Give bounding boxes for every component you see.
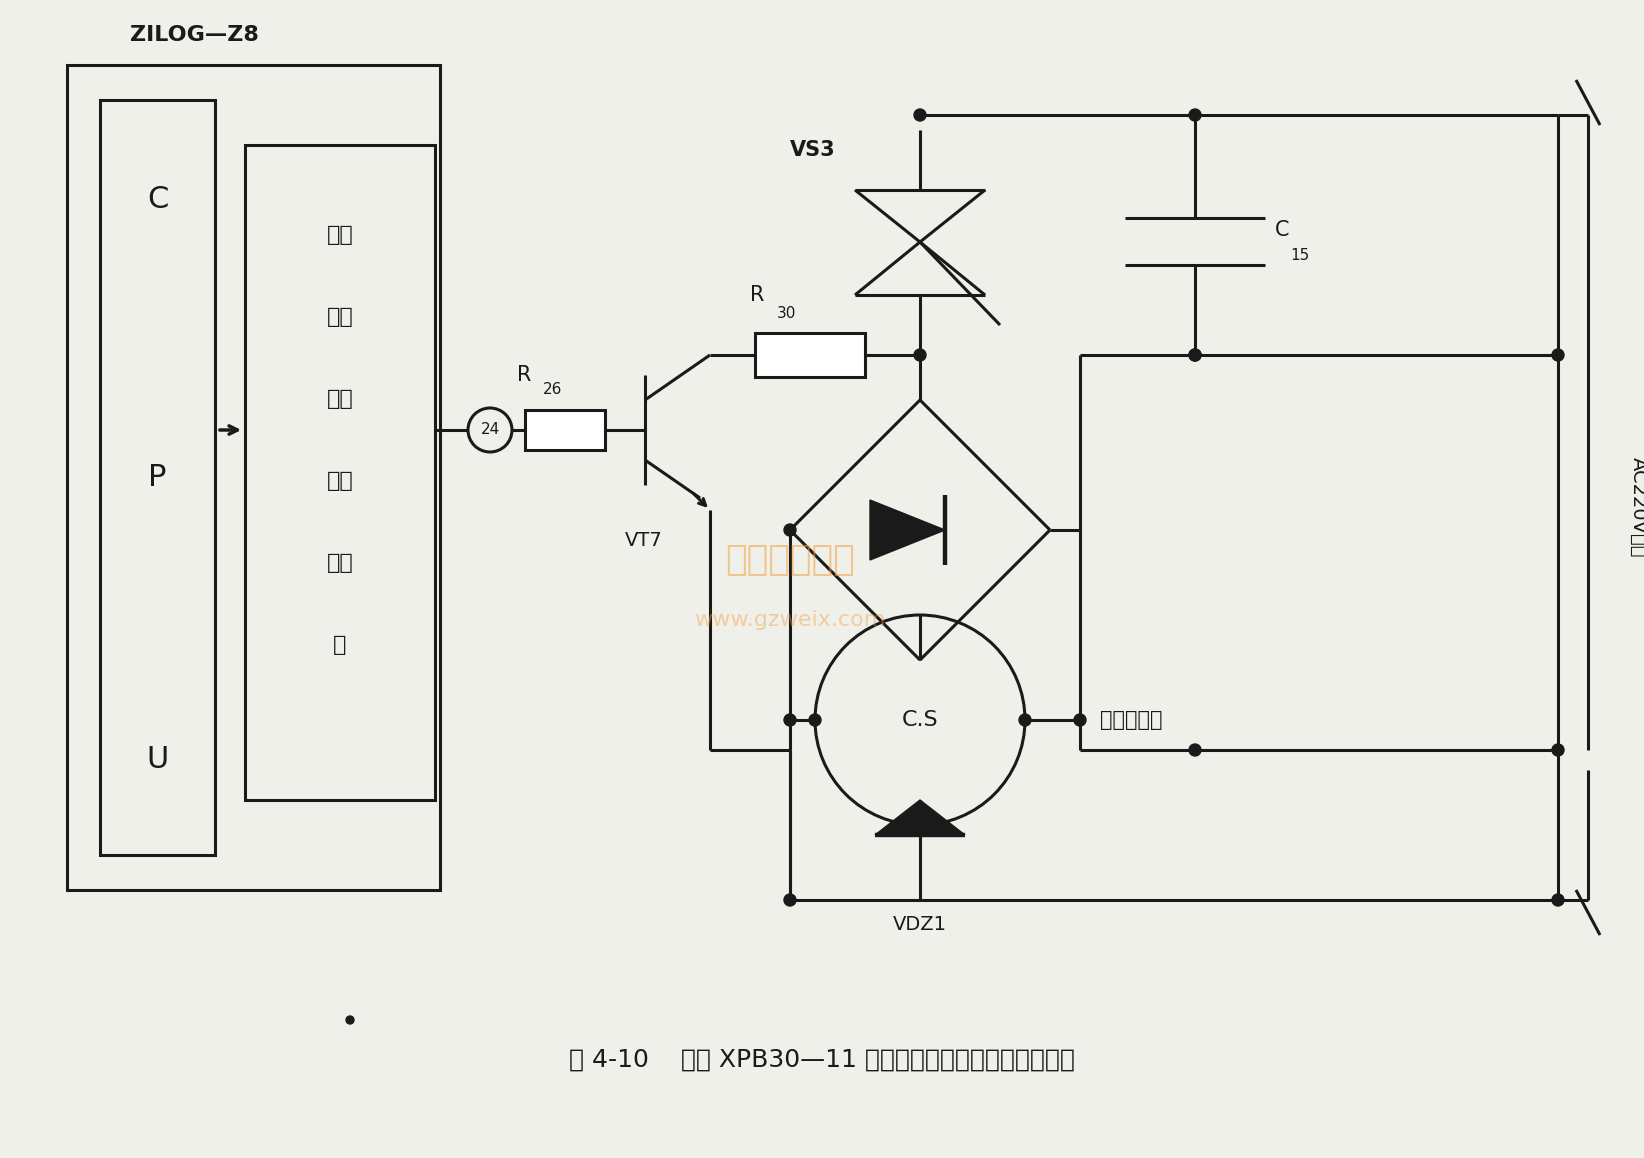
Text: 15: 15	[1291, 248, 1309, 263]
Circle shape	[784, 525, 796, 536]
Text: C: C	[1276, 220, 1289, 240]
Circle shape	[784, 894, 796, 906]
Circle shape	[1074, 714, 1087, 726]
Text: 制电: 制电	[327, 554, 353, 573]
Bar	[524, 410, 605, 450]
Circle shape	[914, 109, 926, 120]
Text: U: U	[146, 746, 169, 775]
Text: R: R	[750, 285, 764, 305]
Circle shape	[1189, 743, 1202, 756]
Bar	[67, 65, 441, 891]
Text: P: P	[148, 463, 166, 492]
Polygon shape	[870, 500, 945, 560]
Text: 26: 26	[543, 382, 562, 397]
Text: 排水电磁阀: 排水电磁阀	[1100, 710, 1162, 730]
Bar	[100, 100, 215, 855]
Circle shape	[1552, 349, 1563, 361]
Circle shape	[914, 349, 926, 361]
Text: 电磁: 电磁	[327, 307, 353, 327]
Polygon shape	[875, 800, 965, 835]
Text: 路: 路	[334, 635, 347, 655]
Text: VT7: VT7	[625, 530, 663, 550]
Circle shape	[1189, 349, 1202, 361]
Text: C.S: C.S	[901, 710, 939, 730]
Text: 精通维修下载: 精通维修下载	[725, 543, 855, 577]
Text: ZILOG—Z8: ZILOG—Z8	[130, 25, 258, 45]
Text: www.gzweix.com: www.gzweix.com	[694, 610, 886, 630]
Text: 阀驱: 阀驱	[327, 389, 353, 409]
Text: VDZ1: VDZ1	[893, 915, 947, 935]
Bar	[755, 334, 865, 378]
Circle shape	[1019, 714, 1031, 726]
Bar	[245, 145, 436, 800]
Text: 30: 30	[778, 306, 796, 321]
Circle shape	[1189, 109, 1202, 120]
Circle shape	[345, 1016, 353, 1024]
Text: VS3: VS3	[791, 140, 835, 160]
Text: AC220V输入: AC220V输入	[1629, 456, 1644, 557]
Text: C: C	[146, 185, 168, 214]
Text: 排水: 排水	[327, 225, 353, 245]
Text: 图 4-10    金鱼 XPB30—11 型全自动洗衣机排水阀控制电路: 图 4-10 金鱼 XPB30—11 型全自动洗衣机排水阀控制电路	[569, 1048, 1075, 1072]
Circle shape	[784, 714, 796, 726]
Circle shape	[809, 714, 820, 726]
Circle shape	[1552, 894, 1563, 906]
Text: 24: 24	[480, 423, 500, 438]
Circle shape	[1189, 349, 1202, 361]
Text: 动控: 动控	[327, 471, 353, 491]
Circle shape	[1552, 743, 1563, 756]
Text: R: R	[516, 365, 531, 384]
